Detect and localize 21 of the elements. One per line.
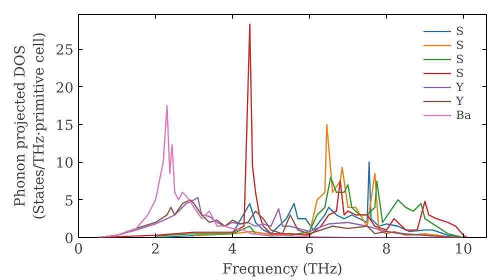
- line-series: [154, 176, 464, 238]
- legend-label: S: [456, 24, 465, 38]
- x-tick-label: 8: [382, 242, 391, 258]
- legend-label: S: [456, 52, 465, 66]
- legend-label: Y: [456, 80, 464, 94]
- y-tick-label: 20: [56, 80, 74, 96]
- legend-label: S: [456, 66, 465, 80]
- y-tick-label: 5: [64, 193, 74, 210]
- x-tick-label: 2: [151, 242, 160, 258]
- y-axis-title: Phonon projected DOS (States/THz·primitive cell): [12, 32, 48, 220]
- x-tick-label: 6: [304, 242, 314, 258]
- legend-label: Ba: [456, 108, 472, 122]
- legend-label: S: [456, 38, 465, 52]
- y-tick-label: 0: [64, 231, 74, 247]
- y-tick-label: 10: [56, 156, 74, 172]
- x-axis-title: Frequency (THz): [222, 262, 343, 278]
- legend-label: Y: [456, 94, 464, 108]
- y-tick-label: 15: [56, 118, 74, 134]
- x-tick-label: 10: [454, 242, 472, 258]
- x-tick-label: 4: [228, 242, 238, 258]
- y-tick-label: 25: [56, 42, 74, 59]
